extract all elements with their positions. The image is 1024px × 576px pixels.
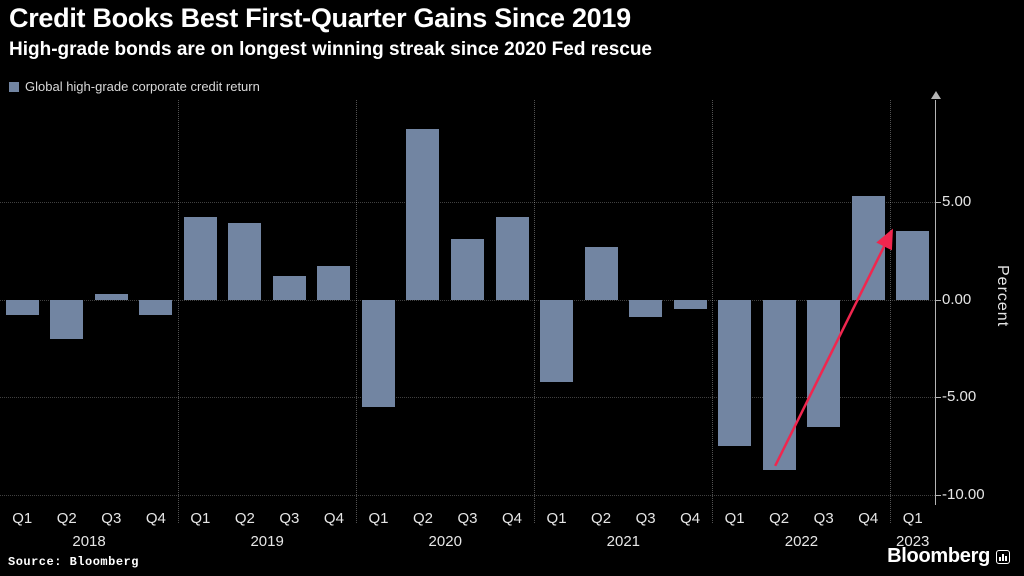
gridline-vertical [178,100,179,523]
bar [228,223,262,300]
x-tick-label: Q2 [412,510,433,527]
x-tick-label: Q3 [457,510,478,527]
y-tick-label: -10.00 [942,486,985,504]
bar [361,299,395,408]
x-tick-label: Q3 [635,510,656,527]
gridline-vertical [890,100,891,523]
x-axis-year-label: 2019 [250,533,284,550]
y-axis-tick [935,397,941,399]
bar [94,293,128,300]
bar [272,276,306,300]
bar [5,299,39,316]
x-tick-label: Q1 [190,510,211,527]
legend-swatch-icon [9,81,19,92]
bar [718,299,752,447]
gridline-vertical [534,100,535,523]
gridline-horizontal [0,495,935,497]
x-tick-label: Q1 [546,510,567,527]
x-tick-label: Q1 [724,510,745,527]
x-tick-label: Q4 [323,510,344,527]
x-tick-label: Q1 [12,510,33,527]
bar [451,238,484,300]
y-tick-label: -5.00 [942,388,977,406]
y-axis-arrow-icon [931,91,941,99]
gridline-horizontal [0,299,935,301]
x-tick-label: Q3 [813,510,834,527]
bloomberg-wordmark: Bloomberg [887,545,990,567]
bar [584,246,618,300]
x-tick-label: Q2 [591,510,612,527]
y-tick-label: 5.00 [942,192,972,210]
y-tick-label: 0.00 [942,290,972,308]
gridline-vertical [356,100,357,523]
bar [851,195,885,300]
x-axis-year-label: 2018 [72,533,106,550]
bar [540,299,574,382]
x-axis-year-label: 2020 [428,533,462,550]
bloomberg-logo: Bloomberg [887,545,1010,568]
x-axis-year-label: 2021 [606,533,641,550]
y-axis-tick [935,299,941,301]
bar [896,231,930,300]
gridline-horizontal [0,397,935,399]
legend: Global high-grade corporate credit retur… [9,79,260,94]
bloomberg-terminal-icon [996,549,1010,564]
x-axis-year-label: 2023 [896,533,930,550]
bar [50,299,84,339]
bar [762,299,796,470]
y-axis-tick [935,495,941,497]
x-tick-label: Q2 [56,510,77,527]
source-label: Source: Bloomberg [8,555,139,569]
x-tick-label: Q3 [279,510,300,527]
y-axis [935,100,936,505]
bar [406,129,440,300]
x-tick-label: Q4 [858,510,879,527]
bar [139,299,173,316]
plot-area: 2018 2019 2020 2021 2022 2023 Q1 Q2 Q3 Q4 Q1 Q2 Q3 Q4… [0,100,935,550]
x-tick-label: Q2 [234,510,255,527]
bar [807,299,841,427]
bar [673,299,707,310]
page-title: Credit Books Best First-Quarter Gains Si… [9,3,631,33]
x-tick-label: Q4 [145,510,166,527]
legend-label: Global high-grade corporate credit retur… [25,79,260,94]
bar [629,299,663,318]
x-tick-label: Q4 [502,510,523,527]
bar [183,217,217,300]
x-tick-label: Q3 [101,510,122,527]
y-axis-tick [935,201,941,203]
x-tick-label: Q4 [680,510,701,527]
page-subtitle: High-grade bonds are on longest winning … [9,39,653,60]
x-tick-label: Q1 [902,510,923,527]
x-tick-label: Q2 [769,510,790,527]
x-tick-label: Q1 [368,510,389,527]
gridline-horizontal [0,201,935,203]
y-axis-title: Percent [994,265,1011,328]
x-axis-year-label: 2022 [784,533,819,550]
bar [495,217,529,300]
bar [317,266,351,300]
gridline-vertical [712,100,713,523]
